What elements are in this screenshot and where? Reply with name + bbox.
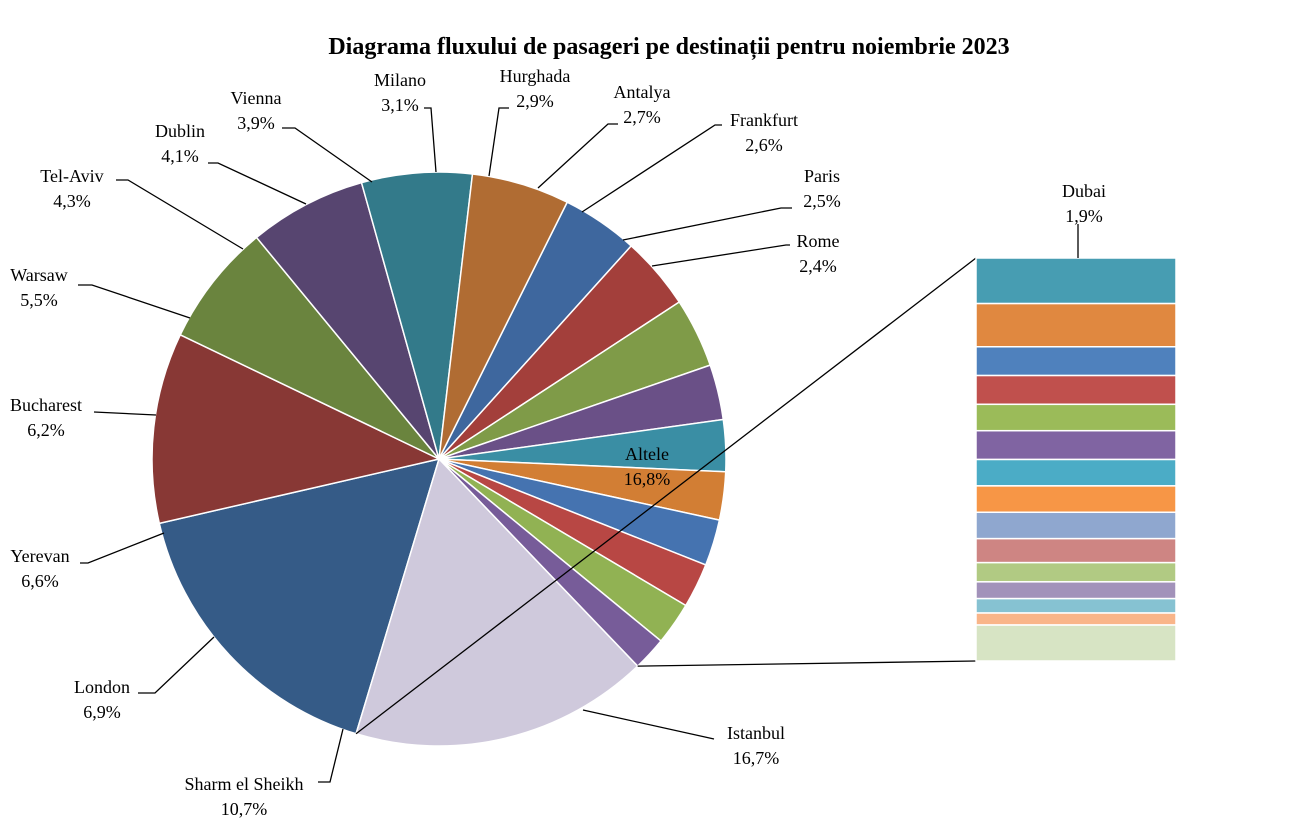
bar-segment-6 — [975, 429, 1177, 461]
bar-segment-5 — [975, 403, 1177, 432]
leader-line-rome — [651, 244, 790, 267]
bar-segment-7 — [975, 458, 1177, 487]
slice-value-paris: 2,5% — [803, 191, 841, 211]
bar-segment-1 — [975, 257, 1177, 305]
leader-line-tel-aviv — [116, 179, 244, 250]
leader-line-yerevan — [80, 532, 165, 564]
bar-segment-4 — [975, 374, 1177, 406]
leader-line-sharm-el-sheikh — [318, 728, 344, 783]
slice-label-milano: Milano — [374, 70, 426, 90]
leader-line-dublin — [208, 162, 307, 205]
pie-slice-istanbul — [158, 457, 441, 735]
slice-label-altele: Altele — [625, 444, 669, 464]
slice-value-rome: 2,4% — [799, 256, 837, 276]
slice-label-dublin: Dublin — [155, 121, 205, 141]
slice-label-vienna: Vienna — [231, 88, 282, 108]
pie-slice-sharm-el-sheikh — [151, 333, 442, 525]
bar-segment-15 — [975, 624, 1177, 662]
slice-label-hurghada: Hurghada — [500, 66, 571, 86]
connector-line-top — [355, 257, 977, 735]
slice-value-milano: 3,1% — [381, 95, 419, 115]
slice-value-vienna: 3,9% — [237, 113, 275, 133]
leader-line-paris — [622, 207, 792, 241]
slice-value-sharm-el-sheikh: 10,7% — [221, 799, 268, 819]
leader-line-vienna — [282, 127, 373, 183]
slice-value-london: 6,9% — [83, 702, 121, 722]
pie-slice-yerevan — [255, 181, 440, 460]
bar-segment-10 — [975, 537, 1177, 564]
slice-label-tel-aviv: Tel-Aviv — [40, 166, 103, 186]
slice-label-antalya: Antalya — [614, 82, 671, 102]
slice-label-frankfurt: Frankfurt — [730, 110, 798, 130]
slice-label-istanbul: Istanbul — [727, 723, 785, 743]
slice-value-dubai: 1,9% — [1065, 206, 1103, 226]
leader-line-london — [138, 636, 215, 694]
slice-value-hurghada: 2,9% — [516, 91, 554, 111]
slice-value-dublin: 4,1% — [161, 146, 199, 166]
leader-line-bucharest — [93, 411, 157, 416]
slice-label-london: London — [74, 677, 130, 697]
bar-segment-13 — [975, 597, 1177, 614]
slice-value-altele: 16,8% — [624, 469, 671, 489]
slice-value-bucharest: 6,2% — [27, 420, 65, 440]
bar-segment-14 — [975, 612, 1177, 626]
slice-label-rome: Rome — [797, 231, 840, 251]
pie-slice-london — [179, 236, 440, 460]
slice-label-paris: Paris — [804, 166, 840, 186]
bar-segment-2 — [975, 302, 1177, 348]
slice-value-istanbul: 16,7% — [733, 748, 780, 768]
slice-label-warsaw: Warsaw — [10, 265, 68, 285]
bar-segment-11 — [975, 561, 1177, 583]
bar-segment-8 — [975, 485, 1177, 514]
leader-line-antalya — [537, 123, 618, 189]
leader-line-frankfurt — [581, 124, 722, 213]
leader-line-hurghada — [488, 107, 509, 177]
slice-value-tel-aviv: 4,3% — [53, 191, 91, 211]
bar-segment-3 — [975, 346, 1177, 377]
leader-line-warsaw — [78, 284, 191, 319]
bar-segment-9 — [975, 511, 1177, 540]
slice-label-sharm-el-sheikh: Sharm el Sheikh — [185, 774, 304, 794]
bar-segment-12 — [975, 581, 1177, 600]
slice-value-frankfurt: 2,6% — [745, 135, 783, 155]
slice-label-bucharest: Bucharest — [10, 395, 82, 415]
slice-value-warsaw: 5,5% — [20, 290, 58, 310]
chart-title: Diagrama fluxului de pasageri pe destina… — [328, 34, 1009, 60]
slice-value-antalya: 2,7% — [623, 107, 661, 127]
leader-line-milano — [424, 107, 437, 173]
slice-value-yerevan: 6,6% — [21, 571, 59, 591]
leader-line-istanbul — [582, 709, 715, 740]
slice-label-yerevan: Yerevan — [10, 546, 69, 566]
pie-slice-altele — [355, 457, 639, 747]
connector-line-bottom — [637, 660, 977, 667]
slice-label-dubai: Dubai — [1062, 181, 1106, 201]
